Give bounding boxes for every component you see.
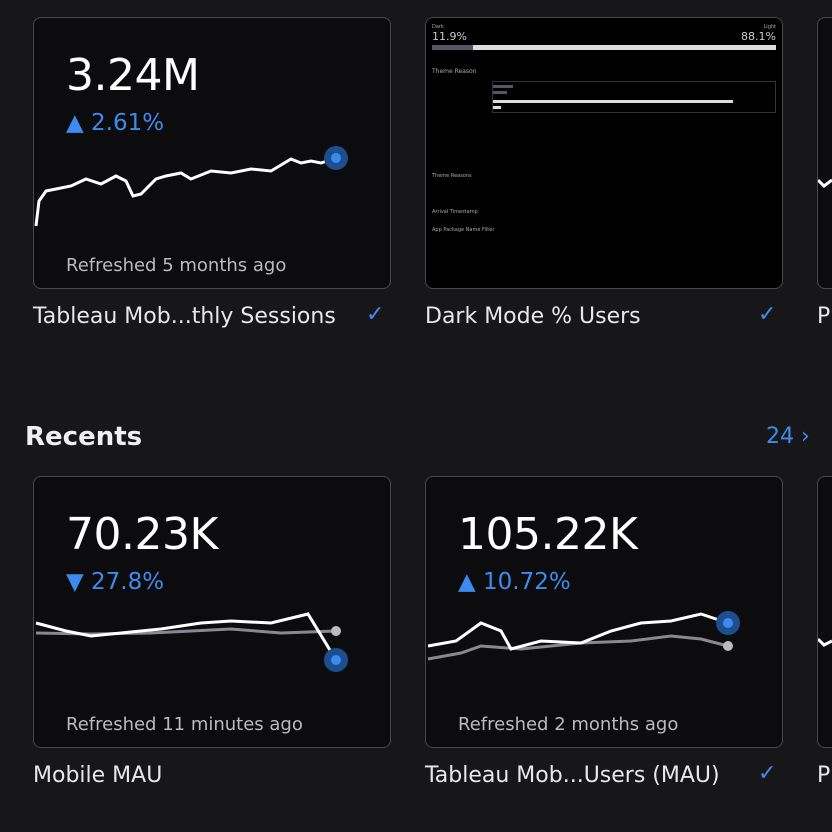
sparkline	[427, 611, 740, 661]
sparkline	[35, 612, 348, 672]
card-title[interactable]: Pl	[817, 763, 832, 788]
card-title[interactable]: Tableau Mob...thly Sessions	[33, 304, 336, 329]
thumb-timestamp: Arrival Timestamp	[432, 209, 478, 215]
thumb-dark-value: 11.9%	[432, 30, 467, 43]
sparkline	[818, 178, 832, 188]
metric-card-mau[interactable]: 105.22K ▲ 10.72% Refreshed 2 months ago	[425, 476, 783, 748]
metric-delta: ▼ 27.8%	[66, 569, 165, 595]
dashboard-card-dark-mode[interactable]: Dark Light 11.9% 88.1% Theme Reason Theme …	[425, 17, 783, 289]
metric-card-partial[interactable]	[817, 476, 832, 748]
refreshed-text: Refreshed 2 months ago	[458, 714, 679, 735]
favorite-check-icon[interactable]: ✓	[366, 302, 385, 327]
metric-value: 3.24M	[66, 50, 200, 101]
card-title[interactable]: Tableau Mob...Users (MAU)	[425, 763, 720, 788]
thumb-reasons: Theme Reasons	[432, 173, 472, 179]
recents-see-all-link[interactable]: 24 ›	[766, 424, 810, 449]
card-title[interactable]: Mobile MAU	[33, 763, 163, 788]
metric-value: 105.22K	[458, 509, 638, 560]
thumb-bar-chart	[492, 81, 776, 113]
refreshed-text: Refreshed 11 minutes ago	[66, 714, 303, 735]
metric-delta: ▲ 2.61%	[66, 110, 165, 136]
metric-card-mobile-mau[interactable]: 70.23K ▼ 27.8% Refreshed 11 minutes ago	[33, 476, 391, 748]
metric-card-monthly-sessions[interactable]: 3.24M ▲ 2.61% Refreshed 5 months ago	[33, 17, 391, 289]
card-title[interactable]: Dark Mode % Users	[425, 304, 641, 329]
favorite-check-icon[interactable]: ✓	[758, 761, 777, 786]
card-title[interactable]: Pl	[817, 304, 832, 329]
metric-card-partial[interactable]	[817, 17, 832, 289]
sparkline	[34, 146, 348, 227]
thumb-section: Theme Reason	[432, 68, 477, 75]
favorite-check-icon[interactable]: ✓	[758, 302, 777, 327]
thumb-filters: App Package Name Filter	[432, 227, 495, 233]
thumb-light-value: 88.1%	[741, 30, 776, 43]
thumb-dark-label: Dark	[432, 24, 444, 30]
sparkline	[818, 637, 832, 647]
metric-delta: ▲ 10.72%	[458, 569, 571, 595]
refreshed-text: Refreshed 5 months ago	[66, 255, 287, 276]
metric-value: 70.23K	[66, 509, 218, 560]
recents-heading: Recents	[25, 422, 143, 452]
thumb-bar	[432, 45, 776, 50]
dashboard-thumbnail: Dark Light 11.9% 88.1% Theme Reason Theme …	[426, 18, 782, 288]
thumb-light-label: Light	[763, 24, 776, 30]
